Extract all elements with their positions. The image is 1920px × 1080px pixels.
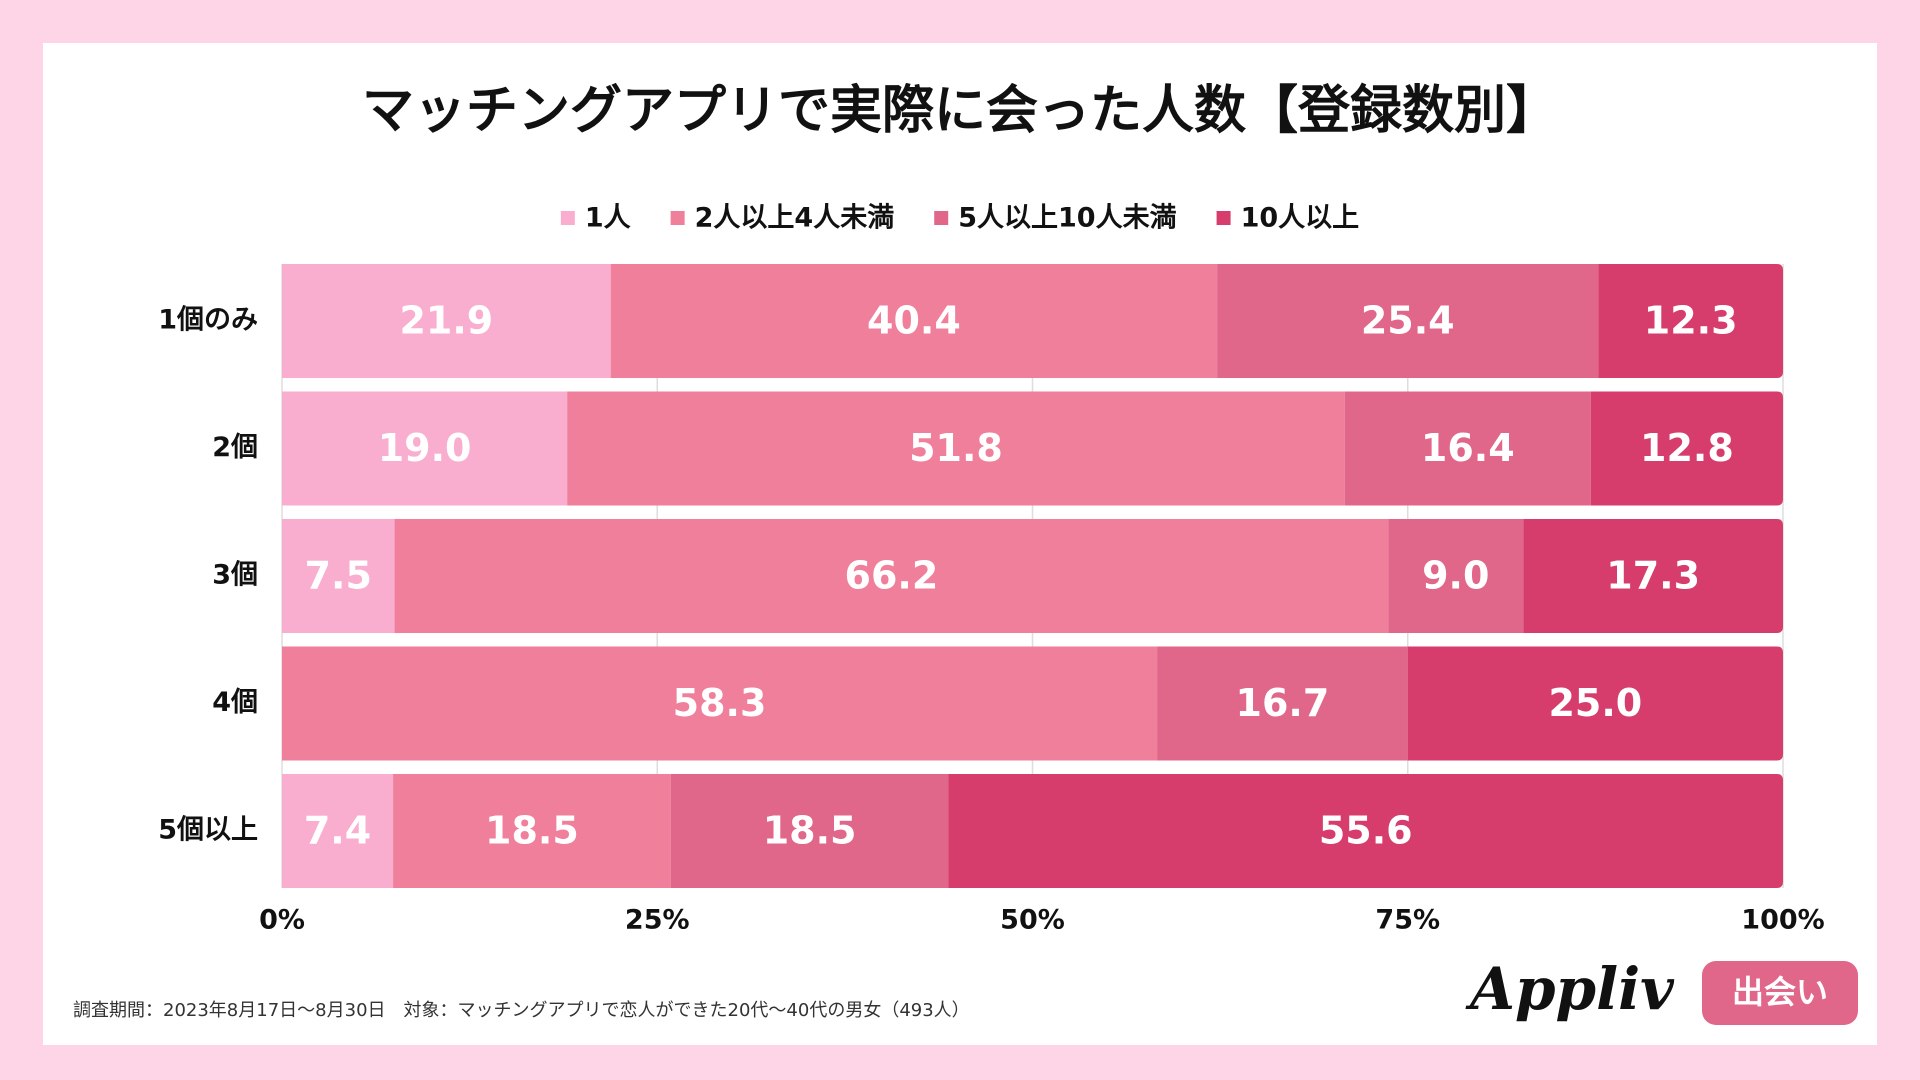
data-label: 58.3 [673, 681, 767, 725]
data-label: 12.8 [1640, 426, 1734, 470]
data-label: 19.0 [378, 426, 472, 470]
data-label: 25.4 [1361, 299, 1455, 343]
data-label: 17.3 [1606, 554, 1700, 598]
x-tick-label: 75% [1375, 905, 1440, 936]
x-tick-label: 25% [625, 905, 690, 936]
legend-label: 10人以上 [1241, 203, 1360, 234]
bar-segment [1388, 519, 1524, 633]
bar-segment [567, 391, 1345, 506]
bar-segment [1407, 646, 1783, 761]
brand-logo: Appliv [1465, 955, 1675, 1023]
data-label: 40.4 [867, 299, 961, 343]
badge: 出会い [1732, 973, 1828, 1011]
bar-segment [610, 264, 1218, 378]
bar-segment [393, 774, 671, 888]
data-label: 25.0 [1548, 681, 1642, 725]
data-label: 7.5 [305, 554, 372, 598]
bar-segment [394, 519, 1389, 633]
legend-swatch [1216, 211, 1231, 225]
badge-bg [1702, 961, 1858, 1025]
footnote: 調査期間：2023年8月17日〜8月30日 対象：マッチングアプリで恋人ができた… [73, 999, 970, 1021]
legend-swatch [670, 211, 685, 225]
bar-segment [282, 264, 611, 378]
data-label: 16.7 [1236, 681, 1330, 725]
legend-swatch [934, 211, 949, 225]
bar-segment [1344, 391, 1591, 506]
data-label: 21.9 [399, 299, 493, 343]
bar-segment [1157, 646, 1408, 761]
data-label: 12.3 [1644, 299, 1738, 343]
legend-swatch [560, 211, 575, 225]
bar-segment [1590, 391, 1783, 506]
data-label: 16.4 [1421, 426, 1515, 470]
y-tick-label: 2個 [212, 432, 258, 463]
y-tick-label: 1個のみ [158, 305, 258, 336]
data-label: 7.4 [304, 809, 371, 853]
y-tick-label: 5個以上 [158, 815, 258, 846]
bar-segment [1523, 519, 1783, 633]
x-tick-label: 100% [1741, 905, 1824, 936]
bar-segment [282, 646, 1158, 761]
data-label: 66.2 [845, 554, 939, 598]
y-tick-label: 3個 [212, 560, 258, 591]
bar-segment [282, 774, 394, 888]
bar-segment [670, 774, 949, 888]
legend-label: 1人 [585, 203, 631, 234]
data-label: 18.5 [763, 809, 857, 853]
data-label: 18.5 [485, 809, 579, 853]
legend: 1人 2人以上4人未満 5人以上10人未満 10人以上 [560, 203, 1360, 234]
bar-segment [1598, 264, 1783, 378]
data-label: 51.8 [909, 426, 1003, 470]
chart-title: マッチングアプリで実際に会った人数【登録数別】 [362, 81, 1558, 141]
legend-label: 2人以上4人未満 [695, 203, 895, 234]
bar-segment [948, 774, 1783, 888]
bar-segment [282, 391, 568, 506]
data-label: 55.6 [1319, 809, 1413, 853]
x-tick-label: 0% [259, 905, 305, 936]
y-tick-label: 4個 [212, 687, 258, 718]
data-label: 9.0 [1422, 554, 1489, 598]
x-tick-label: 50% [1000, 905, 1065, 936]
legend-label: 5人以上10人未満 [958, 203, 1176, 234]
bar-segment [282, 519, 395, 633]
bar-segment [1217, 264, 1599, 378]
